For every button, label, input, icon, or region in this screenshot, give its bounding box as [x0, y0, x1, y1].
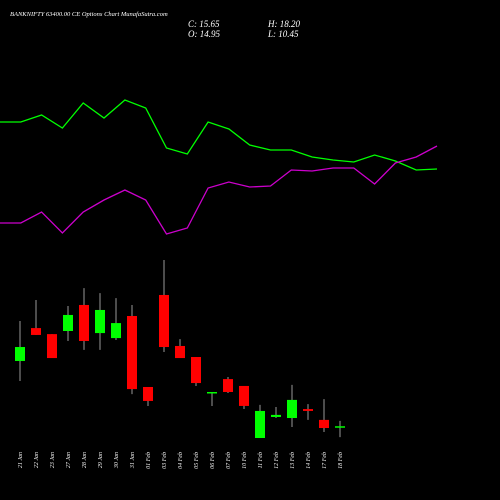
candle-body	[191, 357, 201, 384]
candle-body	[79, 304, 89, 341]
x-tick-label: 28 Jan	[82, 452, 88, 468]
high-label: H: 18.20	[267, 19, 300, 29]
x-tick-label: 17 Feb	[322, 452, 328, 469]
candle-body	[175, 345, 185, 359]
x-tick-label: 23 Jan	[50, 452, 56, 468]
candle-body	[335, 426, 345, 428]
x-tick-label: 22 Jan	[34, 452, 40, 468]
x-tick-label: 11 Feb	[258, 452, 264, 468]
candle-body	[207, 391, 217, 394]
candle-body	[271, 414, 281, 417]
x-tick-label: 31 Jan	[130, 452, 136, 469]
candle-body	[31, 328, 41, 335]
indicator-line	[0, 99, 438, 171]
x-tick-label: 13 Feb	[290, 452, 296, 469]
x-tick-label: 07 Feb	[226, 452, 232, 469]
candle-body	[159, 294, 169, 348]
low-label: L: 10.45	[267, 29, 299, 39]
x-tick-label: 29 Jan	[98, 452, 104, 468]
x-tick-label: 27 Jan	[66, 452, 72, 468]
candle-body	[287, 399, 297, 419]
candle-body	[239, 385, 249, 406]
candle-body	[319, 419, 329, 429]
x-tick-label: 04 Feb	[177, 452, 184, 469]
candle-body	[143, 386, 153, 401]
x-tick-label: 06 Feb	[210, 452, 216, 469]
chart-title: BANKNIFTY 63400.00 CE Options Chart Muna…	[10, 11, 168, 18]
indicator-line	[0, 145, 438, 235]
candle-body	[127, 316, 137, 390]
x-tick-label: 03 Feb	[162, 452, 168, 469]
x-tick-label: 14 Feb	[305, 452, 312, 469]
candle-body	[223, 379, 233, 392]
candle-body	[303, 409, 313, 411]
candle-body	[15, 347, 25, 361]
candle-body	[111, 323, 121, 339]
candle-body	[63, 314, 73, 331]
open-label: O: 14.95	[188, 29, 220, 39]
candle-body	[47, 334, 57, 359]
x-tick-label: 18 Feb	[338, 452, 344, 469]
x-tick-label: 05 Feb	[194, 452, 200, 469]
candle-body	[95, 309, 105, 334]
x-tick-label: 30 Jan	[114, 452, 120, 469]
x-tick-label: 01 Feb	[146, 452, 152, 469]
close-label: C: 15.65	[188, 19, 220, 29]
candle-body	[255, 410, 265, 438]
x-tick-label: 12 Feb	[274, 452, 280, 469]
x-tick-label: 10 Feb	[242, 452, 248, 469]
x-tick-label: 21 Jan	[18, 452, 24, 468]
